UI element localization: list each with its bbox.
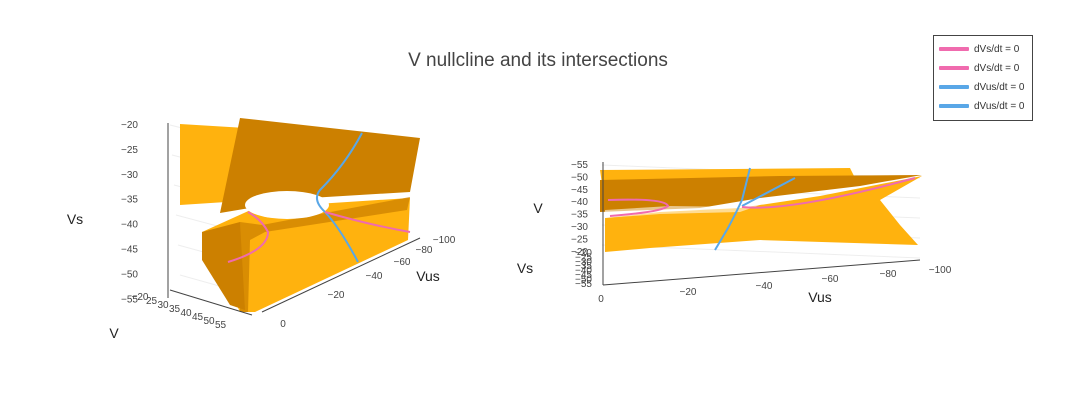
legend-label: dVus/dt = 0 xyxy=(974,81,1025,93)
surface-hole xyxy=(245,191,329,219)
v-tick-label: 50 xyxy=(203,316,215,327)
surface-top-dark xyxy=(600,175,922,212)
vs-tick-label: −40 xyxy=(575,266,592,277)
surface-upper-dark xyxy=(220,118,420,213)
v-tick-label: 25 xyxy=(146,296,158,307)
v-tick-label: −30 xyxy=(571,222,588,233)
vs-tick-label: −35 xyxy=(121,195,138,206)
legend-label: dVus/dt = 0 xyxy=(974,100,1025,112)
dvus-curve xyxy=(714,167,751,251)
legend[interactable]: dVs/dt = 0 dVs/dt = 0 dVus/dt = 0 dVus/dt =… xyxy=(933,35,1033,121)
legend-swatch xyxy=(939,85,969,89)
dvus-curve xyxy=(315,132,363,263)
v-tick-label: −40 xyxy=(571,197,588,208)
vus-tick-label: −40 xyxy=(756,281,773,292)
v-tick-label: 35 xyxy=(169,304,181,315)
dvs-curve xyxy=(227,211,411,263)
surface-fold xyxy=(240,197,410,312)
surface-gap xyxy=(605,205,760,218)
dvus-curve-upper xyxy=(741,177,796,207)
v-tick-label: −55 xyxy=(571,160,588,171)
v-tick-label: 55 xyxy=(215,320,227,331)
legend-swatch xyxy=(939,66,969,70)
vs-tick-label: −20 xyxy=(121,120,138,131)
vus-tick-label: −80 xyxy=(416,245,433,256)
vs-tick-label: −40 xyxy=(121,220,138,231)
v-tick-label: 30 xyxy=(157,300,169,311)
vus-tick-label: −60 xyxy=(822,274,839,285)
v-tick-label: 45 xyxy=(192,312,204,323)
legend-label: dVs/dt = 0 xyxy=(974,62,1020,74)
v-tick-label: −20 xyxy=(571,247,588,258)
legend-item[interactable]: dVus/dt = 0 xyxy=(934,80,1032,94)
vs-tick-label: −25 xyxy=(121,145,138,156)
vus-axis-line xyxy=(261,237,421,313)
legend-item[interactable]: dVs/dt = 0 xyxy=(934,61,1032,75)
vs-axis-title: Vs xyxy=(517,260,533,276)
surface-lower-dark xyxy=(202,222,245,310)
vus-tick-label: 0 xyxy=(280,319,286,330)
vus-axis-line xyxy=(602,259,921,286)
vs-axis-title: Vs xyxy=(67,211,83,227)
v-tick-label: 40 xyxy=(180,308,192,319)
v-tick-label: −45 xyxy=(571,185,588,196)
vs-tick-label: −50 xyxy=(121,269,138,280)
vs-tick-label: −30 xyxy=(575,257,592,268)
legend-swatch xyxy=(939,104,969,108)
legend-item[interactable]: dVus/dt = 0 xyxy=(934,99,1032,113)
scene-right[interactable]: −55−50−45−40−35−30−25−20V−20−25−30−35−40… xyxy=(517,160,952,305)
vs-tick-label: −45 xyxy=(121,245,138,256)
vus-tick-label: −20 xyxy=(328,290,345,301)
vs-tick-label: −35 xyxy=(575,261,592,272)
vus-axis-title: Vus xyxy=(416,268,440,284)
vs-tick-label: −50 xyxy=(575,274,592,285)
vus-tick-label: 0 xyxy=(598,294,604,305)
v-tick-label: −35 xyxy=(571,210,588,221)
vs-tick-label: −20 xyxy=(575,248,592,259)
v-axis-line xyxy=(169,289,253,316)
vus-tick-label: −20 xyxy=(680,287,697,298)
legend-item[interactable]: dVs/dt = 0 xyxy=(934,42,1032,56)
vs-tick-label: −55 xyxy=(575,279,592,290)
chart-title: V nullcline and its intersections xyxy=(408,50,668,71)
vus-tick-label: −80 xyxy=(880,269,897,280)
vs-tick-label: −45 xyxy=(575,270,592,281)
scene-left[interactable]: −20−25−30−35−40−45−50−55Vs0−20−40−60−80−… xyxy=(67,118,456,341)
vus-tick-label: −40 xyxy=(366,271,383,282)
vus-tick-label: −100 xyxy=(929,265,952,276)
vus-tick-label: −60 xyxy=(394,257,411,268)
v-tick-label: −20 xyxy=(132,292,149,303)
legend-label: dVs/dt = 0 xyxy=(974,43,1020,55)
vs-tick-label: −55 xyxy=(121,294,138,305)
v-tick-label: −50 xyxy=(571,172,588,183)
vus-tick-label: −100 xyxy=(433,235,456,246)
vs-tick-label: −30 xyxy=(121,170,138,181)
v-tick-label: −25 xyxy=(571,234,588,245)
legend-swatch xyxy=(939,47,969,51)
dvs-curve xyxy=(607,177,916,217)
vus-axis-title: Vus xyxy=(808,289,832,305)
vs-tick-label: −25 xyxy=(575,252,592,263)
v-axis-title: V xyxy=(533,200,543,216)
v-axis-title: V xyxy=(109,325,119,341)
